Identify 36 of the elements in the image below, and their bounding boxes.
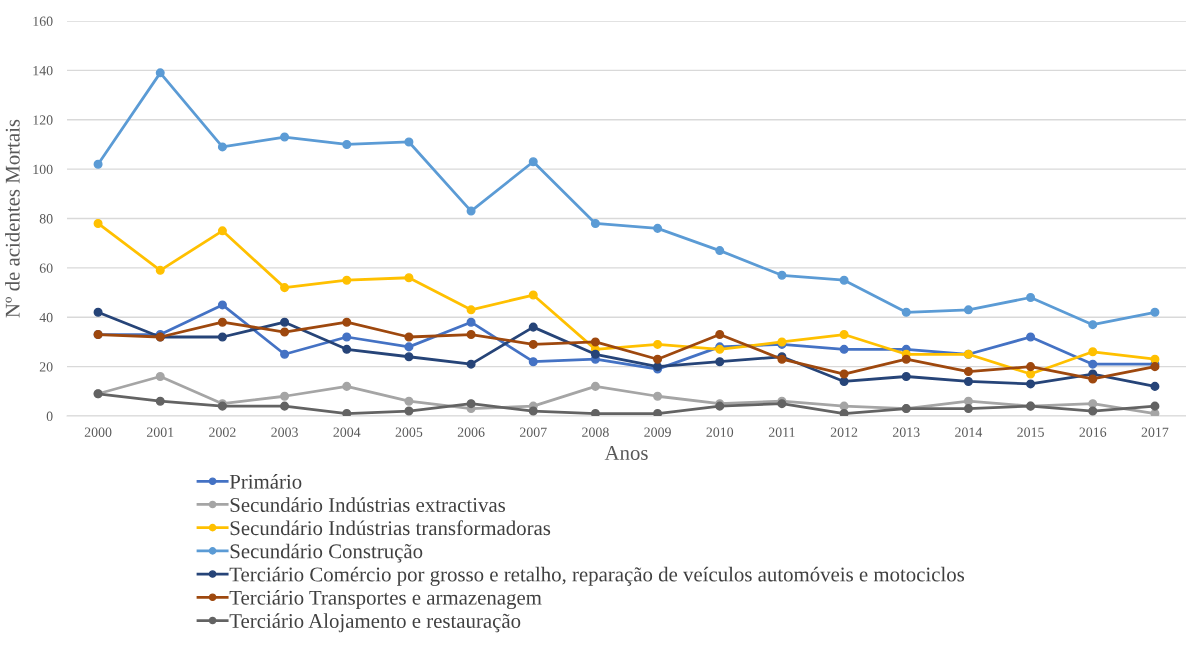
x-tick-label: 2016 [1079,427,1107,437]
x-tick-label: 2005 [395,427,423,437]
legend-label: Primário [229,474,302,489]
x-tick-label: 2015 [1017,427,1044,437]
x-tick-label: 2004 [333,427,361,437]
x-tick-label: 2000 [84,427,112,437]
y-tick-label: 160 [33,16,53,26]
y-axis-title: Nº de acidentes Mortais [5,119,20,318]
y-tick-label: 40 [39,312,53,323]
y-tick-label: 0 [46,411,53,421]
x-tick-label: 2017 [1141,427,1169,437]
y-tick-label: 60 [39,263,53,273]
x-tick-label: 2007 [519,427,547,437]
legend-label: Secundário Indústrias extractivas [230,497,506,512]
legend-label: Terciário Alojamento e restauração [229,613,521,633]
x-tick-label: 2008 [582,427,609,437]
y-tick-label: 100 [33,164,53,175]
x-tick-label: 2014 [955,427,983,437]
legend-label: Terciário Transportes e armazenagem [229,590,542,610]
y-tick-label: 80 [39,214,53,224]
x-tick-label: 2012 [830,427,858,437]
x-tick-label: 2009 [644,427,671,437]
x-tick-label: 2003 [271,427,298,437]
legend-label: Secundário Construção [230,543,423,563]
x-tick-label: 2010 [706,427,734,437]
x-axis-title: Anos [604,445,648,460]
x-tick-label: 2013 [892,427,920,437]
x-tick-label: 2011 [768,427,795,437]
x-tick-label: 2002 [209,427,236,437]
x-tick-label: 2006 [457,427,485,437]
y-tick-label: 120 [33,115,53,125]
y-tick-label: 140 [33,65,53,76]
legend-label: Secundário Indústrias transformadoras [230,520,551,536]
x-tick-label: 2001 [146,427,174,437]
y-tick-label: 20 [39,362,53,372]
legend-label: Terciário Comércio por grosso e retalho, reparação de veículos automóveis e motociclos [229,566,965,586]
